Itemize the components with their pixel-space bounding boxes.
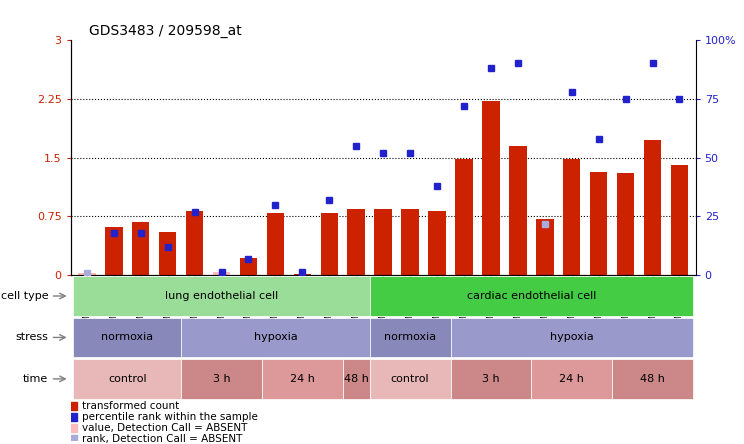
Bar bbox=[451, 359, 531, 399]
Bar bbox=[78, 273, 95, 275]
Bar bbox=[451, 317, 693, 357]
Bar bbox=[74, 317, 181, 357]
Bar bbox=[370, 276, 693, 316]
Text: normoxia: normoxia bbox=[384, 333, 436, 342]
Bar bbox=[213, 272, 231, 275]
Bar bbox=[321, 213, 338, 275]
Text: 24 h: 24 h bbox=[559, 374, 584, 384]
Bar bbox=[343, 359, 370, 399]
Text: lung endothelial cell: lung endothelial cell bbox=[165, 291, 278, 301]
Bar bbox=[671, 166, 688, 275]
Bar bbox=[266, 213, 284, 275]
Bar bbox=[186, 211, 203, 275]
Bar bbox=[294, 274, 311, 275]
Text: time: time bbox=[23, 374, 48, 384]
Bar bbox=[159, 232, 176, 275]
Text: value, Detection Call = ABSENT: value, Detection Call = ABSENT bbox=[82, 423, 247, 433]
Bar bbox=[509, 146, 527, 275]
Bar bbox=[455, 159, 472, 275]
Text: 3 h: 3 h bbox=[213, 374, 231, 384]
Bar bbox=[181, 359, 262, 399]
Text: percentile rank within the sample: percentile rank within the sample bbox=[82, 412, 257, 422]
Text: 3 h: 3 h bbox=[482, 374, 500, 384]
Bar bbox=[374, 209, 392, 275]
Bar bbox=[74, 359, 181, 399]
Text: hypoxia: hypoxia bbox=[254, 333, 298, 342]
Bar bbox=[181, 317, 370, 357]
Bar bbox=[132, 222, 150, 275]
Text: stress: stress bbox=[16, 333, 48, 342]
Text: rank, Detection Call = ABSENT: rank, Detection Call = ABSENT bbox=[82, 434, 242, 444]
Text: 24 h: 24 h bbox=[290, 374, 315, 384]
Text: control: control bbox=[391, 374, 429, 384]
Bar bbox=[370, 359, 451, 399]
Bar bbox=[429, 211, 446, 275]
Bar bbox=[370, 317, 451, 357]
Bar bbox=[612, 359, 693, 399]
Text: cell type: cell type bbox=[1, 291, 48, 301]
Bar bbox=[105, 226, 123, 275]
Bar bbox=[262, 359, 343, 399]
Bar bbox=[644, 140, 661, 275]
Text: transformed count: transformed count bbox=[82, 400, 179, 411]
Bar bbox=[74, 276, 370, 316]
Bar bbox=[240, 258, 257, 275]
Text: normoxia: normoxia bbox=[101, 333, 153, 342]
Bar bbox=[482, 101, 500, 275]
Text: hypoxia: hypoxia bbox=[550, 333, 594, 342]
Bar bbox=[531, 359, 612, 399]
Bar bbox=[617, 173, 635, 275]
Bar bbox=[590, 172, 607, 275]
Text: GDS3483 / 209598_at: GDS3483 / 209598_at bbox=[89, 24, 243, 38]
Text: 48 h: 48 h bbox=[344, 374, 369, 384]
Text: 48 h: 48 h bbox=[640, 374, 665, 384]
Bar bbox=[536, 219, 554, 275]
Text: cardiac endothelial cell: cardiac endothelial cell bbox=[466, 291, 596, 301]
Bar bbox=[401, 209, 419, 275]
Bar bbox=[563, 159, 580, 275]
Text: control: control bbox=[108, 374, 147, 384]
Bar bbox=[347, 209, 365, 275]
